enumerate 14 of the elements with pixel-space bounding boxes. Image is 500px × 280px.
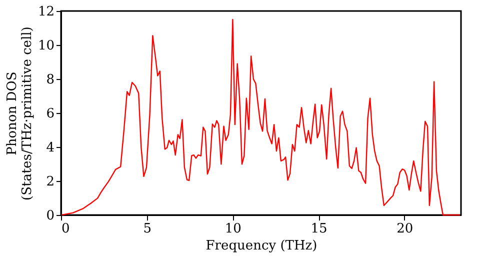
y-tick-label: 6 — [46, 106, 54, 122]
y-tick-label: 0 — [46, 208, 54, 224]
y-tick-label: 2 — [46, 174, 54, 190]
x-axis-title: Frequency (THz) — [206, 238, 318, 254]
y-tick-label: 10 — [38, 38, 54, 54]
x-tick-label: 20 — [396, 222, 414, 236]
x-tick-label: 10 — [224, 222, 242, 236]
y-tick-label: 4 — [46, 140, 54, 156]
y-tick-label: 12 — [38, 4, 54, 20]
y-tick-label: 8 — [46, 72, 54, 88]
x-tick-label: 0 — [62, 222, 70, 236]
y-axis-title: Phonon DOS (States/THz·primitive cell) — [4, 26, 35, 201]
x-tick-label: 15 — [310, 222, 328, 236]
x-tick-label: 5 — [143, 222, 152, 236]
